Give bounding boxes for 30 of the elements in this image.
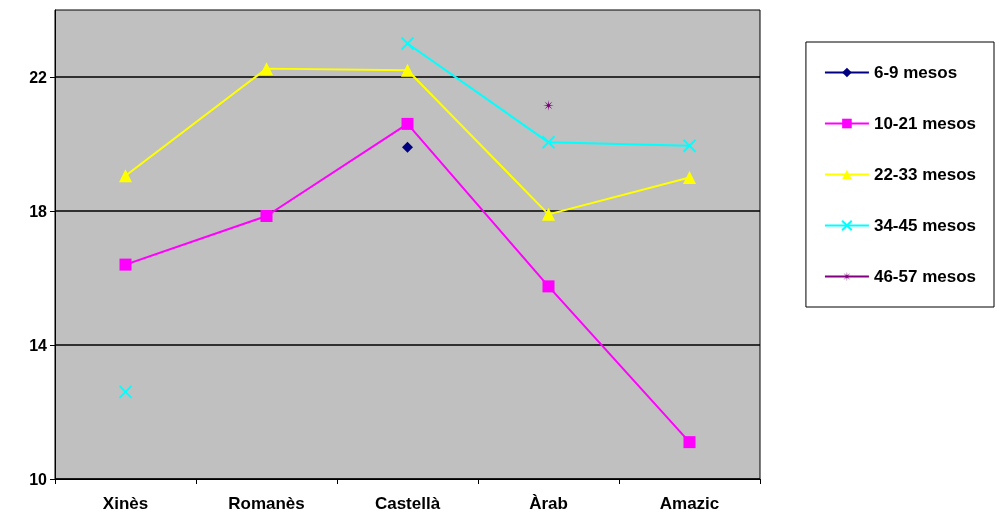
x-tick-label: Àrab	[529, 494, 568, 513]
y-tick-label: 10	[29, 470, 48, 488]
y-tick-label: 18	[29, 202, 48, 220]
x-tick-label: Amazic	[659, 494, 720, 513]
point	[542, 207, 555, 221]
point	[400, 36, 415, 51]
x-tick-label: Romanès	[228, 494, 305, 513]
legend-label: 10-21 mesos	[873, 114, 977, 133]
point	[401, 63, 414, 77]
point	[119, 169, 132, 183]
y-tick-label: 22	[29, 68, 48, 86]
legend-label: 6-9 mesos	[873, 63, 958, 82]
x-tick-label: Castellà	[374, 494, 441, 513]
point	[401, 117, 414, 130]
point	[402, 141, 413, 153]
point	[682, 138, 697, 153]
point	[119, 258, 132, 271]
point	[118, 384, 133, 399]
point	[683, 171, 696, 184]
point	[260, 62, 273, 76]
x-tick-label: Xinès	[102, 494, 149, 513]
legend-label: 34-45 mesos	[873, 216, 977, 235]
y-tick-label: 14	[29, 336, 48, 354]
point	[543, 99, 554, 111]
point	[542, 280, 555, 293]
legend-label: 46-57 mesos	[873, 267, 977, 286]
point	[260, 210, 273, 223]
point	[683, 436, 696, 449]
point	[541, 135, 556, 150]
legend-label: 22-33 mesos	[873, 165, 977, 184]
